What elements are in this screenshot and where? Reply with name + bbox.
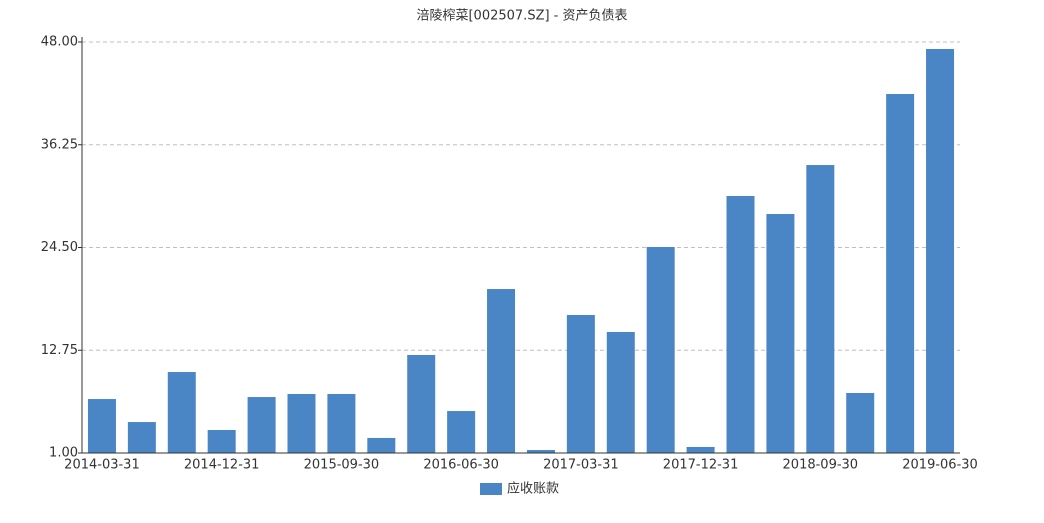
x-tick-label: 2017-03-31 xyxy=(543,458,619,473)
bar xyxy=(367,437,396,453)
bar xyxy=(846,393,875,453)
bar xyxy=(926,48,955,454)
y-tick-label: 36.25 xyxy=(41,137,78,152)
bar xyxy=(686,446,715,453)
bar xyxy=(207,430,236,453)
legend-label: 应收账款 xyxy=(507,481,559,497)
bar xyxy=(127,422,156,453)
y-tick-label: 48.00 xyxy=(41,35,78,50)
bar xyxy=(566,315,595,453)
bar xyxy=(327,393,356,453)
bar xyxy=(646,246,675,453)
bar xyxy=(487,289,516,453)
bar xyxy=(526,450,555,453)
x-tick-label: 2016-06-30 xyxy=(423,458,499,473)
bar xyxy=(407,354,436,453)
bar xyxy=(447,411,476,453)
x-tick-label: 2018-09-30 xyxy=(783,458,859,473)
bar xyxy=(167,372,196,453)
chart-title: 涪陵榨菜[002507.SZ] - 资产负债表 xyxy=(416,8,627,24)
legend-swatch xyxy=(480,483,502,495)
x-tick-label: 2017-12-31 xyxy=(663,458,739,473)
x-tick-label: 2019-06-30 xyxy=(902,458,978,473)
y-tick-label: 12.75 xyxy=(41,343,78,358)
x-tick-label: 2015-09-30 xyxy=(304,458,380,473)
bar xyxy=(886,94,915,453)
bar xyxy=(247,397,276,453)
x-tick-label: 2014-12-31 xyxy=(184,458,260,473)
y-tick-label: 24.50 xyxy=(41,240,78,255)
bar xyxy=(726,195,755,453)
x-tick-label: 2014-03-31 xyxy=(64,458,140,473)
bar xyxy=(287,393,316,453)
bar xyxy=(766,214,795,453)
bar xyxy=(806,165,835,453)
bar xyxy=(606,331,635,453)
bar xyxy=(87,399,116,453)
y-tick-label: 1.00 xyxy=(49,446,78,461)
